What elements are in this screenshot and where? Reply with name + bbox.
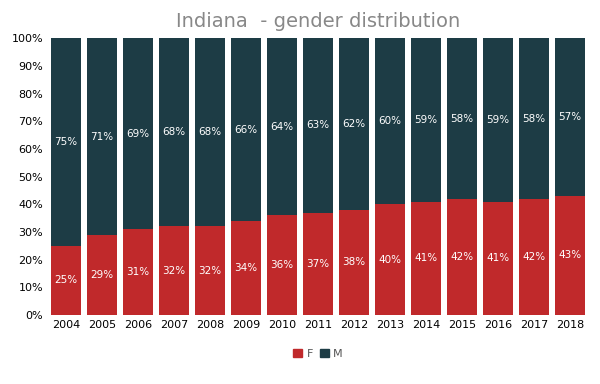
Text: 69%: 69% <box>127 129 149 139</box>
Text: 57%: 57% <box>559 112 581 122</box>
Bar <box>231 38 262 221</box>
Text: 63%: 63% <box>307 121 329 131</box>
Legend: F, M: F, M <box>293 349 343 359</box>
Bar <box>410 38 441 202</box>
Bar <box>482 38 513 202</box>
Text: 43%: 43% <box>559 250 581 260</box>
Bar <box>519 199 550 315</box>
Bar <box>195 38 226 227</box>
Text: 62%: 62% <box>343 119 365 129</box>
Bar <box>50 38 82 246</box>
Bar <box>267 38 298 215</box>
Title: Indiana  - gender distribution: Indiana - gender distribution <box>176 12 460 31</box>
Text: 31%: 31% <box>127 267 149 277</box>
Bar <box>482 202 513 315</box>
Text: 59%: 59% <box>487 115 509 125</box>
Bar <box>338 38 370 210</box>
Text: 32%: 32% <box>163 266 185 276</box>
Bar <box>338 210 370 315</box>
Bar <box>303 213 334 315</box>
Text: 38%: 38% <box>343 257 365 267</box>
Bar <box>446 38 478 199</box>
Bar <box>158 227 190 315</box>
Text: 64%: 64% <box>271 122 293 132</box>
Text: 58%: 58% <box>523 114 545 124</box>
Text: 42%: 42% <box>523 252 545 262</box>
Bar <box>446 199 478 315</box>
Bar <box>519 38 550 199</box>
Bar <box>50 246 82 315</box>
Bar <box>267 215 298 315</box>
Text: 58%: 58% <box>451 114 473 124</box>
Bar <box>555 196 586 315</box>
Bar <box>158 38 190 227</box>
Bar <box>195 227 226 315</box>
Text: 42%: 42% <box>451 252 473 262</box>
Text: 40%: 40% <box>379 255 401 265</box>
Text: 37%: 37% <box>307 259 329 269</box>
Bar <box>374 204 406 315</box>
Text: 68%: 68% <box>163 127 185 137</box>
Bar <box>555 38 586 196</box>
Text: 60%: 60% <box>379 116 401 126</box>
Bar <box>410 202 441 315</box>
Text: 25%: 25% <box>55 275 77 285</box>
Bar <box>87 38 118 235</box>
Bar <box>303 38 334 213</box>
Bar <box>122 38 154 229</box>
Text: 32%: 32% <box>199 266 221 276</box>
Text: 29%: 29% <box>91 270 113 280</box>
Bar <box>122 229 154 315</box>
Bar <box>231 221 262 315</box>
Text: 34%: 34% <box>235 263 257 273</box>
Text: 66%: 66% <box>235 125 257 135</box>
Text: 68%: 68% <box>199 127 221 137</box>
Text: 59%: 59% <box>415 115 437 125</box>
Text: 41%: 41% <box>487 253 509 263</box>
Bar <box>87 235 118 315</box>
Bar <box>374 38 406 204</box>
Text: 75%: 75% <box>55 137 77 147</box>
Text: 41%: 41% <box>415 253 437 263</box>
Text: 36%: 36% <box>271 260 293 270</box>
Text: 71%: 71% <box>91 132 113 142</box>
